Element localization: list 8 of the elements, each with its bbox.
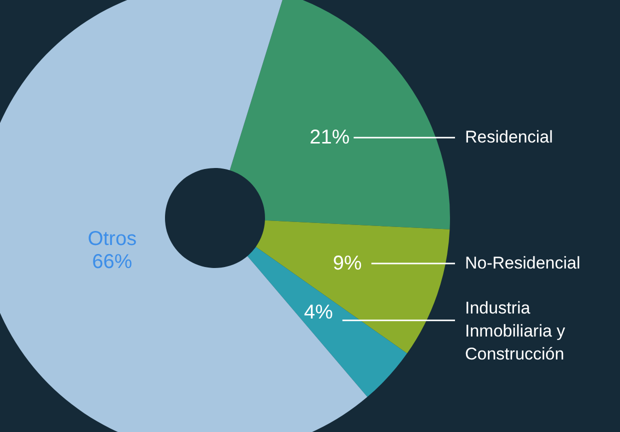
slice-label: Industria Inmobiliaria y Construcción — [465, 298, 566, 364]
data-label: 66% — [92, 251, 132, 274]
data-label: 21% — [310, 126, 350, 149]
slice-label: Residencial — [465, 128, 553, 147]
data-label: 9% — [332, 252, 362, 275]
slice-label: Otros — [88, 228, 137, 250]
slice-label: No-Residencial — [465, 254, 580, 273]
data-label: 4% — [304, 301, 334, 324]
